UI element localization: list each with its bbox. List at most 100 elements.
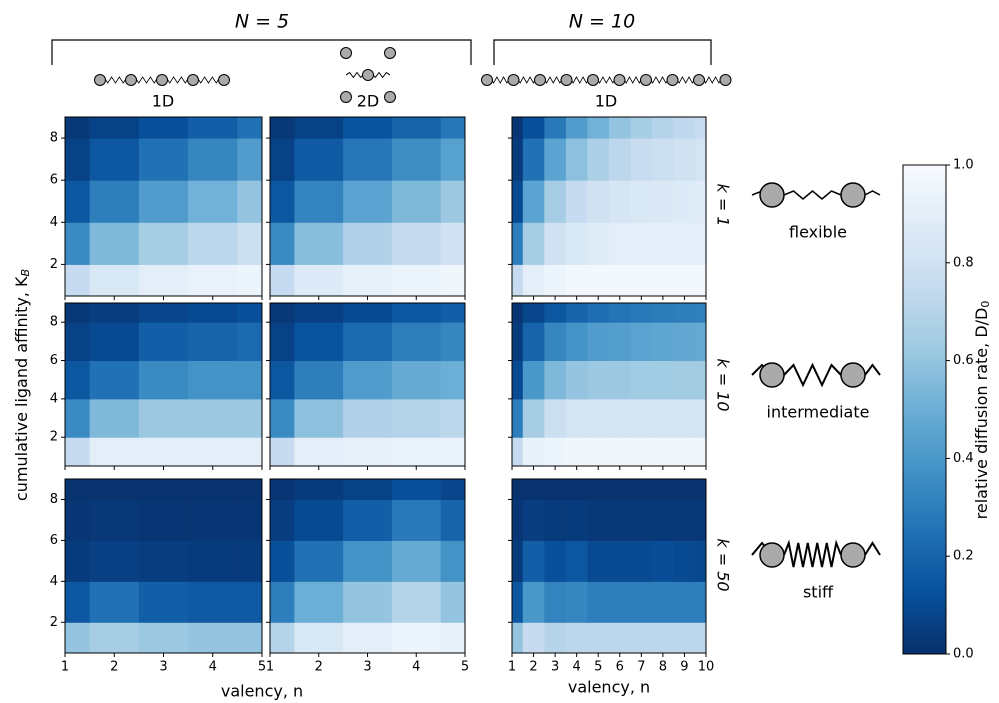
heat-cell: [522, 398, 545, 438]
bead: [384, 91, 396, 103]
colorbar-tick-label: 0.0: [953, 647, 974, 662]
heat-cell: [587, 303, 610, 323]
heat-cell: [544, 622, 567, 654]
heat-cell: [65, 398, 91, 438]
heat-cell: [587, 264, 610, 297]
heat-cell: [565, 540, 588, 582]
heat-cell: [673, 138, 696, 181]
heat-cell: [522, 540, 545, 582]
heat-cell: [89, 499, 140, 541]
heat-cell: [652, 117, 675, 139]
heat-cell: [544, 264, 567, 297]
heat-cell: [138, 479, 189, 500]
heat-cell: [391, 303, 442, 323]
heat-cell: [587, 138, 610, 181]
x-tick-label: 10: [698, 660, 715, 675]
heat-cell: [65, 540, 91, 582]
heat-cell: [609, 540, 632, 582]
heat-cell: [294, 138, 344, 181]
panel-frame: [511, 116, 707, 297]
heat-cell: [343, 222, 393, 265]
heat-cell: [188, 499, 238, 541]
heat-cell: [391, 322, 442, 362]
heat-cell: [544, 303, 567, 323]
heat-cell: [188, 138, 238, 181]
heat-cell: [522, 322, 545, 362]
bead: [640, 74, 652, 86]
heat-cell: [440, 540, 466, 582]
bead: [693, 74, 705, 86]
heat-cell: [522, 499, 545, 541]
heat-cell: [630, 581, 653, 623]
heat-cell: [391, 180, 442, 223]
heat-cell: [522, 303, 545, 323]
heat-cell: [270, 180, 295, 223]
heat-cell: [695, 360, 707, 400]
heat-cell: [652, 479, 675, 500]
heat-cell: [673, 437, 696, 467]
heat-cell: [270, 303, 295, 323]
heat-cell: [391, 540, 442, 582]
heat-cell: [673, 222, 696, 265]
heat-cell: [652, 303, 675, 323]
heat-cell: [544, 479, 567, 500]
colorbar-label-sub: 0: [979, 301, 992, 308]
x-axis-label: valency, n: [221, 682, 303, 701]
colorbar-tick-label: 1.0: [953, 158, 974, 173]
heat-cell: [673, 499, 696, 541]
heat-cell: [630, 360, 653, 400]
heat-cell: [695, 479, 707, 500]
heat-cell: [270, 398, 295, 438]
heat-cell: [609, 138, 632, 181]
heat-cell: [391, 622, 442, 654]
x-tick-label: 9: [680, 660, 688, 675]
heat-cell: [565, 499, 588, 541]
heat-cell: [138, 117, 189, 139]
heat-cell: [138, 581, 189, 623]
heat-cell: [512, 499, 524, 541]
heat-cell: [673, 479, 696, 500]
heat-cell: [565, 581, 588, 623]
heat-cell: [565, 398, 588, 438]
heat-cell: [237, 360, 263, 400]
heat-cell: [565, 322, 588, 362]
heat-cell: [89, 581, 140, 623]
bead: [340, 47, 352, 59]
heat-cell: [270, 622, 295, 654]
heat-cell: [391, 222, 442, 265]
heat-cell: [544, 540, 567, 582]
heat-cell: [695, 264, 707, 297]
heat-cell: [343, 581, 393, 623]
x-tick-label: 4: [412, 660, 420, 675]
heat-cell: [270, 322, 295, 362]
x-tick-label: 8: [659, 660, 667, 675]
heat-cell: [587, 398, 610, 438]
x-tick-label: 1: [508, 660, 516, 675]
heat-cell: [440, 138, 466, 181]
heat-cell: [65, 138, 91, 181]
heat-cell: [343, 117, 393, 139]
x-tick-label: 5: [594, 660, 602, 675]
heat-cell: [565, 222, 588, 265]
y-tick-label: 8: [50, 315, 58, 330]
bead: [587, 74, 599, 86]
bead: [340, 91, 352, 103]
heat-cell: [89, 138, 140, 181]
stiffness-label: intermediate: [767, 403, 870, 422]
heat-cell: [343, 322, 393, 362]
colorbar-tick-label: 0.4: [953, 451, 974, 466]
heat-cell: [652, 360, 675, 400]
heat-cell: [544, 398, 567, 438]
bead: [759, 362, 785, 388]
y-tick-label: 6: [50, 533, 58, 548]
heat-cell: [294, 581, 344, 623]
heat-cell: [522, 479, 545, 500]
heat-cell: [587, 499, 610, 541]
heat-cell: [522, 437, 545, 467]
panel-frame: [511, 478, 707, 654]
heat-cell: [565, 437, 588, 467]
heat-cell: [512, 322, 524, 362]
heat-cell: [630, 264, 653, 297]
heat-cell: [512, 117, 524, 139]
heat-cell: [270, 479, 295, 500]
